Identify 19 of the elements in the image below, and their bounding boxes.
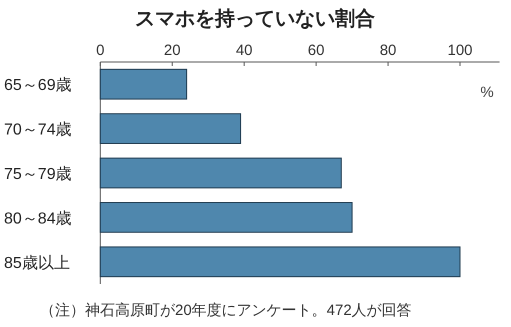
bar — [100, 246, 460, 278]
y-tick-label: 70～74歳 — [4, 120, 72, 139]
x-tick-label: 60 — [308, 42, 324, 59]
y-tick-label: 80～84歳 — [4, 209, 72, 228]
y-tick-label: 65～69歳 — [4, 76, 72, 94]
x-tick-label: 80 — [380, 42, 396, 59]
y-tick-label: 75～79歳 — [4, 165, 72, 183]
text: （注）神石高原町が20年度にアンケート。472人が回答 — [40, 302, 412, 319]
x-tick-label: 20 — [164, 42, 181, 59]
chart-title: スマホを持っていない割合 — [135, 7, 375, 30]
bar — [100, 202, 353, 233]
x-tick-label: 0 — [96, 42, 104, 59]
x-axis-title: % — [480, 84, 494, 101]
bar — [100, 113, 242, 144]
x-tick-label: 40 — [236, 42, 253, 59]
bar — [100, 68, 188, 100]
bar — [100, 158, 342, 188]
x-tick-label: 100 — [447, 42, 473, 59]
y-tick-label: 85歳以上 — [4, 254, 70, 272]
